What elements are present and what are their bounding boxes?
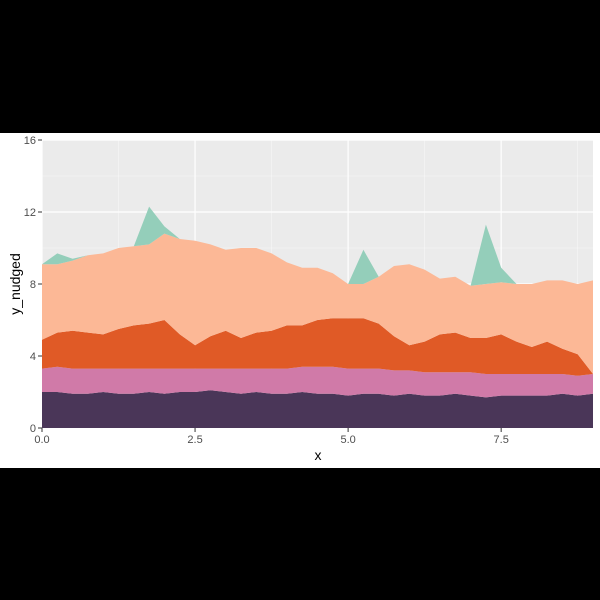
area-series-3 — [42, 318, 593, 376]
area-series-1 — [42, 390, 593, 428]
y-tick-label: 8 — [30, 279, 36, 291]
area-series-group — [42, 206, 593, 428]
area-series-2 — [42, 366, 593, 398]
x-axis-title: x — [315, 447, 322, 463]
x-tick-label: 2.5 — [187, 434, 202, 446]
y-axis-title: y_nudged — [7, 253, 23, 315]
y-axis-tick-labels: 0 4 8 12 16 — [24, 135, 36, 435]
x-tick-label: 5.0 — [340, 434, 355, 446]
axis-ticks — [38, 139, 502, 432]
y-tick-label: 12 — [24, 207, 36, 219]
x-tick-label: 7.5 — [494, 434, 509, 446]
y-tick-label: 0 — [30, 423, 36, 435]
area-series-5 — [42, 206, 593, 286]
x-tick-label: 0.0 — [34, 434, 49, 446]
area-series-4 — [42, 233, 593, 374]
y-tick-label: 16 — [24, 135, 36, 147]
x-axis-tick-labels: 0.0 2.5 5.0 7.5 — [34, 434, 508, 446]
y-tick-label: 4 — [30, 351, 36, 363]
